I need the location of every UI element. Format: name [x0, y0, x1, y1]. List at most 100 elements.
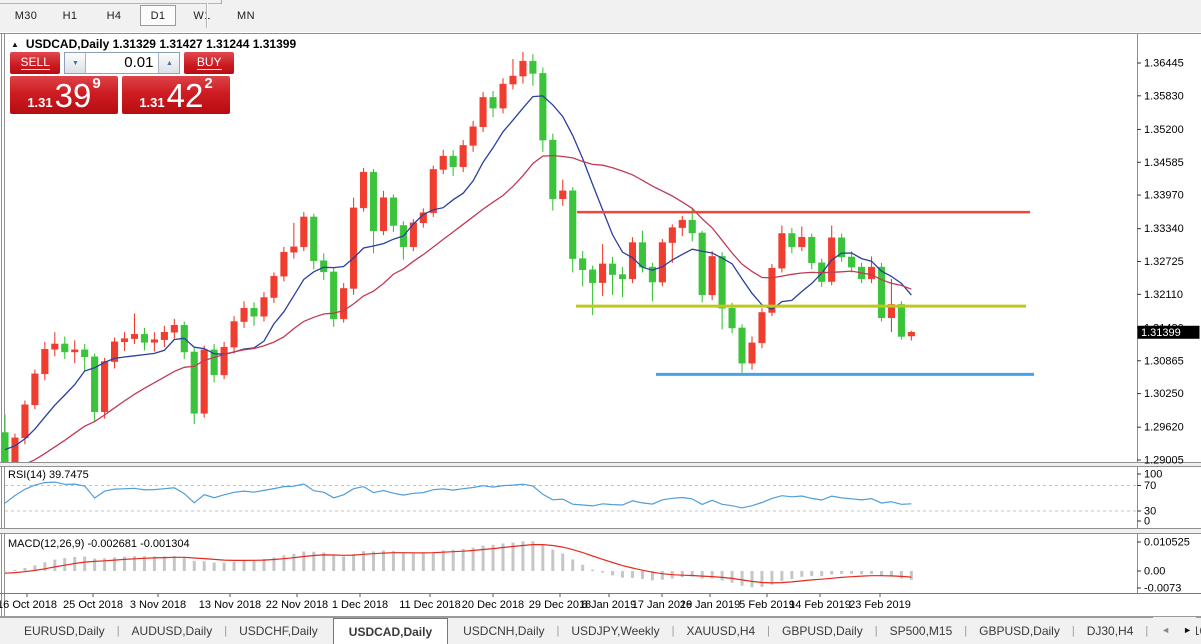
svg-text:1.31399: 1.31399 [1141, 327, 1181, 339]
tab-separator: | [874, 625, 878, 637]
sell-button[interactable]: SELL [10, 52, 61, 74]
window-frame [0, 33, 1201, 617]
svg-text:1.29005: 1.29005 [1144, 455, 1184, 467]
collapse-triangle-icon[interactable]: ▲ [11, 39, 19, 49]
tab-separator: | [1071, 625, 1075, 637]
chart-title-bar: ▲ USDCAD,Daily 1.31329 1.31427 1.31244 1… [11, 37, 296, 51]
tab-separator: | [116, 625, 120, 637]
svg-text:1.36445: 1.36445 [1144, 58, 1184, 70]
macd-axis: 0.010525 0.00 -0.0073 [1137, 537, 1190, 595]
rsi-indicator-label: RSI(14) 39.7475 [8, 469, 89, 481]
buy-price-prefix: 1.31 [139, 95, 165, 110]
sell-price-box[interactable]: 1.31 39 9 [10, 76, 118, 114]
svg-text:3 Nov 2018: 3 Nov 2018 [130, 599, 186, 611]
svg-text:16 Oct 2018: 16 Oct 2018 [0, 599, 57, 611]
svg-text:26 Jan 2019: 26 Jan 2019 [680, 599, 741, 611]
tab-separator: | [964, 625, 968, 637]
toolbar-divider [0, 3, 221, 4]
buy-button-label: BUY [196, 55, 222, 70]
ma-fast-line [4, 95, 912, 451]
tab-separator: | [767, 625, 771, 637]
volume-stepper: ▼ 0.01 ▲ [64, 52, 181, 74]
candles-layer [2, 52, 915, 462]
current-price-label: 1.31399 [1137, 325, 1200, 339]
svg-text:1.33340: 1.33340 [1144, 223, 1184, 235]
timeframe-button-h4[interactable]: H4 [106, 10, 122, 22]
svg-text:30: 30 [1144, 506, 1156, 518]
svg-text:70: 70 [1144, 480, 1156, 492]
svg-text:8 Jan 2019: 8 Jan 2019 [582, 599, 636, 611]
tab-scroll-left-icon[interactable]: ◄ [1161, 625, 1171, 635]
svg-text:11 Dec 2018: 11 Dec 2018 [399, 599, 461, 611]
svg-text:1.34585: 1.34585 [1144, 157, 1184, 169]
toolbar-separator [206, 3, 208, 28]
svg-text:25 Oct 2018: 25 Oct 2018 [63, 599, 123, 611]
svg-text:29 Dec 2018: 29 Dec 2018 [529, 599, 591, 611]
tab-separator: | [1145, 625, 1149, 637]
svg-text:1 Dec 2018: 1 Dec 2018 [332, 599, 388, 611]
one-click-trading-widget: SELL ▼ 0.01 ▲ BUY 1.31 39 9 1.31 42 2 [10, 52, 234, 114]
tab-usdcad-daily[interactable]: USDCAD,Daily [332, 618, 449, 644]
svg-text:13 Nov 2018: 13 Nov 2018 [199, 599, 261, 611]
tab-eurusd-daily[interactable]: EURUSD,Daily [24, 624, 105, 638]
ma-slow-line [28, 154, 912, 462]
tab-sp500-m15[interactable]: SP500,M15 [889, 624, 953, 638]
svg-text:0.010525: 0.010525 [1144, 537, 1190, 549]
svg-text:1.32725: 1.32725 [1144, 256, 1184, 268]
svg-text:1.33970: 1.33970 [1144, 190, 1184, 202]
volume-decrease-button[interactable]: ▼ [65, 53, 87, 73]
timeframe-button-h1[interactable]: H1 [62, 10, 78, 22]
timeframe-button-w1[interactable]: W1 [193, 10, 211, 22]
svg-text:100: 100 [1144, 469, 1162, 481]
svg-text:1.32110: 1.32110 [1144, 289, 1183, 301]
volume-input[interactable]: 0.01 [124, 54, 154, 71]
svg-text:1.30250: 1.30250 [1144, 388, 1184, 400]
tab-scroll-right-icon[interactable]: ► [1183, 625, 1192, 635]
tab-separator: | [224, 625, 228, 637]
tab-gbpusd-daily[interactable]: GBPUSD,Daily [782, 624, 863, 638]
volume-increase-button[interactable]: ▲ [158, 53, 180, 73]
tab-dj30-h4[interactable]: DJ30,H4 [1086, 624, 1134, 638]
svg-text:20 Dec 2018: 20 Dec 2018 [462, 599, 524, 611]
sell-price-superscript: 9 [92, 75, 101, 92]
svg-text:1.30865: 1.30865 [1144, 355, 1184, 367]
timeframe-button-mn[interactable]: MN [237, 10, 255, 22]
tab-usdjpy-weekly[interactable]: USDJPY,Weekly [571, 624, 660, 638]
rsi-line [4, 481, 912, 509]
tab-usdchf-daily[interactable]: USDCHF,Daily [239, 624, 318, 638]
sell-button-label: SELL [20, 55, 50, 70]
panel-separators[interactable] [0, 462, 1201, 534]
macd-signal-line [4, 543, 912, 584]
tab-usdcnh-daily[interactable]: USDCNH,Daily [463, 624, 545, 638]
tab-separator: | [556, 625, 560, 637]
price-axis: 1.36445 1.35830 1.35200 1.34585 1.33970 1.333… [1137, 58, 1184, 467]
macd-histogram [3, 541, 913, 588]
svg-text:-0.0073: -0.0073 [1144, 583, 1181, 595]
tab-audusd-daily[interactable]: AUDUSD,Daily [131, 624, 213, 638]
sell-price-big: 39 [54, 77, 92, 114]
tab-scroll-arrows: ◄ ► [1153, 617, 1196, 643]
sell-price-prefix: 1.31 [27, 95, 53, 110]
svg-text:1.35200: 1.35200 [1144, 124, 1184, 136]
svg-text:23 Feb 2019: 23 Feb 2019 [849, 599, 911, 611]
svg-text:5 Feb 2019: 5 Feb 2019 [739, 599, 795, 611]
buy-price-superscript: 2 [204, 75, 213, 92]
macd-indicator-label: MACD(12,26,9) -0.002681 -0.001304 [8, 538, 190, 550]
toolbar-divider-mark [221, 0, 222, 4]
timeframe-button-m30[interactable]: M30 [14, 10, 38, 22]
tab-xauusd-h4[interactable]: XAUUSD,H4 [686, 624, 756, 638]
chart-title-text: USDCAD,Daily 1.31329 1.31427 1.31244 1.3… [25, 37, 297, 51]
svg-text:1.29620: 1.29620 [1144, 422, 1184, 434]
buy-button[interactable]: BUY [184, 52, 234, 74]
svg-text:22 Nov 2018: 22 Nov 2018 [266, 599, 328, 611]
svg-text:1.35830: 1.35830 [1144, 90, 1184, 102]
timeframe-button-d1[interactable]: D1 [140, 5, 176, 26]
svg-text:14 Feb 2019: 14 Feb 2019 [789, 599, 851, 611]
svg-text:0: 0 [1144, 516, 1150, 528]
tab-separator: | [671, 625, 675, 637]
buy-price-box[interactable]: 1.31 42 2 [122, 76, 230, 114]
tab-gbpusd-daily[interactable]: GBPUSD,Daily [979, 624, 1060, 638]
